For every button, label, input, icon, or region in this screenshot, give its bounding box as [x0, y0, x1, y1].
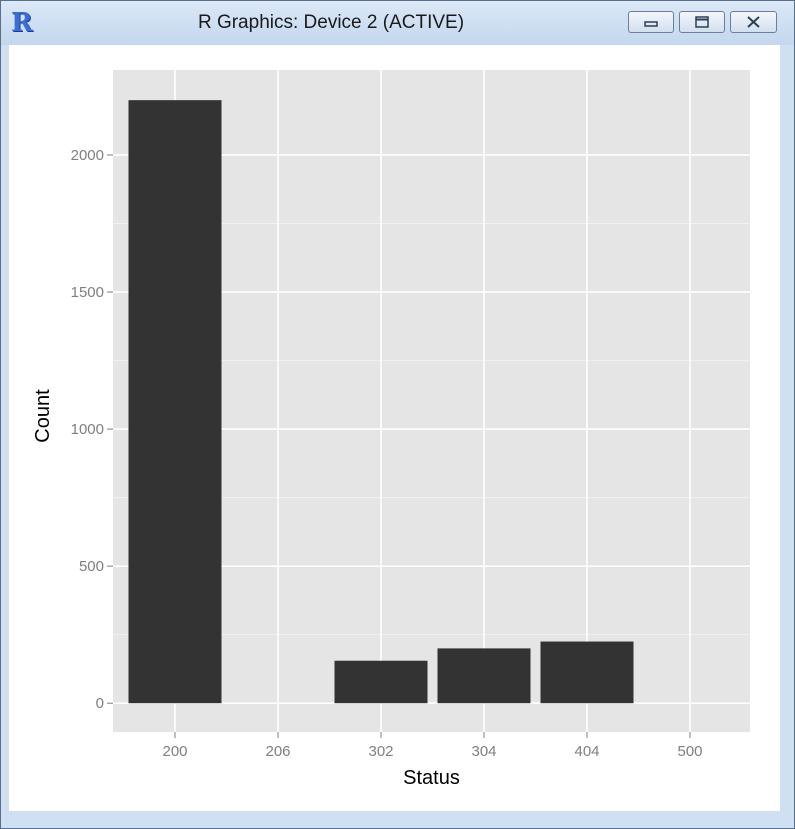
maximize-icon	[695, 16, 709, 28]
close-icon	[747, 16, 760, 28]
x-tick-label: 206	[265, 743, 290, 760]
bar	[540, 641, 634, 704]
y-tick-label: 0	[96, 695, 104, 712]
bar	[334, 660, 428, 704]
minimize-button[interactable]	[628, 11, 674, 33]
r-logo-icon: R	[11, 8, 33, 38]
y-tick-label: 1000	[71, 421, 104, 438]
title-bar[interactable]: R R Graphics: Device 2 (ACTIVE)	[1, 1, 794, 45]
x-tick-label: 500	[677, 743, 702, 760]
y-tick-label: 2000	[71, 147, 104, 164]
maximize-button[interactable]	[679, 11, 725, 33]
window-title: R Graphics: Device 2 (ACTIVE)	[197, 12, 465, 33]
close-button[interactable]	[730, 11, 777, 33]
plot-area: 0 500 1000 1500 2000 200 206 302 304 404 500 Status…	[9, 45, 780, 811]
x-tick-label: 304	[471, 743, 496, 760]
x-tick-label: 404	[574, 743, 599, 760]
y-axis-title: Count	[32, 389, 54, 443]
window-bottom-border	[1, 811, 794, 828]
bar-chart: 0 500 1000 1500 2000 200 206 302 304 404 500 Status…	[32, 70, 750, 789]
bar	[128, 100, 222, 704]
x-tick-label: 302	[368, 743, 393, 760]
x-axis-title: Status	[403, 767, 460, 789]
x-tick-label: 200	[162, 743, 187, 760]
minimize-icon	[644, 21, 658, 27]
y-tick-label: 1500	[71, 284, 104, 301]
bar	[437, 648, 531, 704]
y-tick-label: 500	[79, 558, 104, 575]
